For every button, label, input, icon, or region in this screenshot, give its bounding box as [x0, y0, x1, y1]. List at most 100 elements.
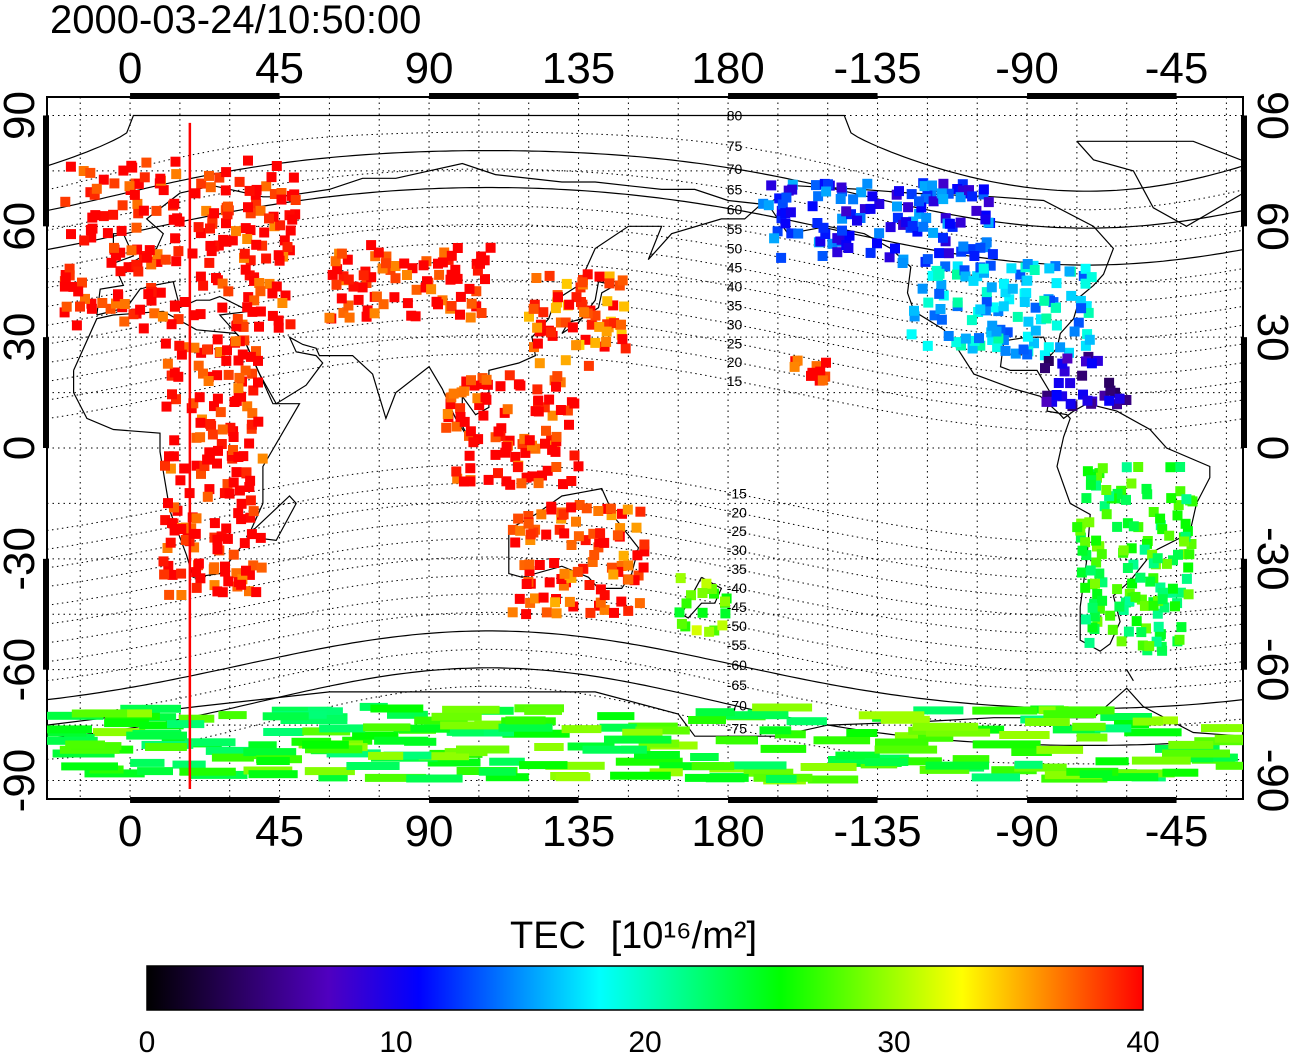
tec-point [1141, 483, 1152, 494]
tec-point [549, 558, 560, 568]
tec-point [373, 247, 384, 258]
tec-point [1173, 549, 1183, 560]
tec-point [1152, 608, 1163, 619]
tec-point [867, 191, 878, 202]
tec-point [1153, 621, 1164, 632]
tec-point [986, 282, 997, 293]
tec-point [928, 196, 939, 207]
tec-point [204, 170, 214, 181]
tec-point [1187, 496, 1198, 507]
tec-point [533, 395, 544, 406]
tec-point [1082, 466, 1093, 477]
tec-point [892, 201, 902, 212]
tec-point [766, 180, 777, 191]
tec-point [545, 761, 605, 770]
tec-point [209, 208, 220, 219]
tec-point [196, 178, 207, 189]
tec-point [1094, 568, 1105, 579]
tec-point [377, 263, 388, 274]
tec-point [257, 240, 268, 251]
tec-point [242, 302, 253, 313]
magnetic-latitude-labels: 80 75 70 65 60 55 50 45 40 35 30 25 20 15 -15 -20 -25 -30… [727, 107, 747, 736]
bottom-lon-tick-label: 45 [255, 807, 304, 856]
tec-point [1092, 355, 1103, 366]
tec-point [222, 533, 233, 544]
tec-point [472, 393, 483, 404]
tec-point [524, 559, 535, 570]
tec-point [65, 161, 76, 172]
tec-point [622, 728, 663, 737]
tec-point [943, 331, 954, 341]
tec-point [601, 336, 612, 347]
tec-point [828, 756, 866, 764]
tec-point [527, 471, 538, 482]
tec-point [531, 273, 542, 283]
tec-point [955, 217, 966, 228]
tec-point [498, 723, 553, 732]
bottom-lon-tick-label: 90 [405, 807, 454, 856]
tec-point [290, 209, 301, 220]
tec-point [913, 706, 964, 715]
tec-point [967, 191, 978, 202]
tec-point [366, 272, 377, 283]
tec-point [1059, 366, 1070, 377]
tec-point [86, 303, 97, 314]
tec-point [759, 726, 792, 735]
tec-point [1080, 537, 1091, 548]
tec-point [1179, 549, 1189, 560]
tec-point [290, 195, 301, 205]
tec-point [925, 761, 990, 770]
tec-point [221, 523, 232, 534]
tec-point [104, 719, 149, 728]
right-lat-tick-label: -60 [1248, 638, 1292, 702]
tec-point [776, 252, 787, 263]
tec-point [534, 358, 545, 369]
tec-point [455, 309, 465, 320]
tec-point [940, 261, 951, 272]
tec-point [521, 579, 532, 589]
tec-point [97, 298, 108, 308]
tec-point [811, 361, 822, 372]
tec-point [556, 574, 567, 584]
colorbar-title-name: TEC [510, 915, 586, 957]
tec-point [61, 762, 118, 771]
tec-point [193, 360, 204, 371]
tec-point [212, 586, 223, 597]
tec-point [777, 199, 788, 210]
tec-point [890, 243, 900, 254]
tec-point [1062, 353, 1073, 364]
tec-point [1121, 494, 1131, 505]
tec-point [179, 767, 236, 776]
tec-point [237, 349, 248, 360]
tec-point [555, 773, 591, 782]
tec-point [135, 304, 146, 315]
right-lat-tick-label: 90 [1248, 91, 1292, 140]
tec-point [912, 722, 979, 731]
tec-point [378, 299, 389, 310]
tec-point [706, 584, 717, 594]
tec-point [959, 265, 970, 276]
maglat-label: 80 [727, 107, 743, 123]
tec-point [207, 429, 218, 440]
tec-point [1148, 600, 1159, 611]
tec-point [1133, 462, 1144, 472]
tec-point [769, 233, 780, 244]
tec-point [426, 284, 437, 295]
tec-point [451, 466, 462, 477]
tec-point [146, 295, 157, 306]
tec-point [234, 485, 245, 496]
tec-point [98, 174, 109, 185]
tec-point [560, 317, 571, 328]
tec-point [513, 379, 524, 390]
tec-point [604, 278, 615, 289]
tec-point [269, 221, 280, 232]
tec-point [1010, 348, 1021, 359]
tec-point [617, 334, 628, 345]
tec-point [1167, 583, 1178, 594]
tec-point [617, 275, 628, 286]
tec-point [1139, 600, 1150, 611]
tec-point [501, 441, 512, 452]
tec-point [938, 178, 949, 189]
tec-point [231, 467, 242, 478]
tec-point [619, 301, 630, 312]
